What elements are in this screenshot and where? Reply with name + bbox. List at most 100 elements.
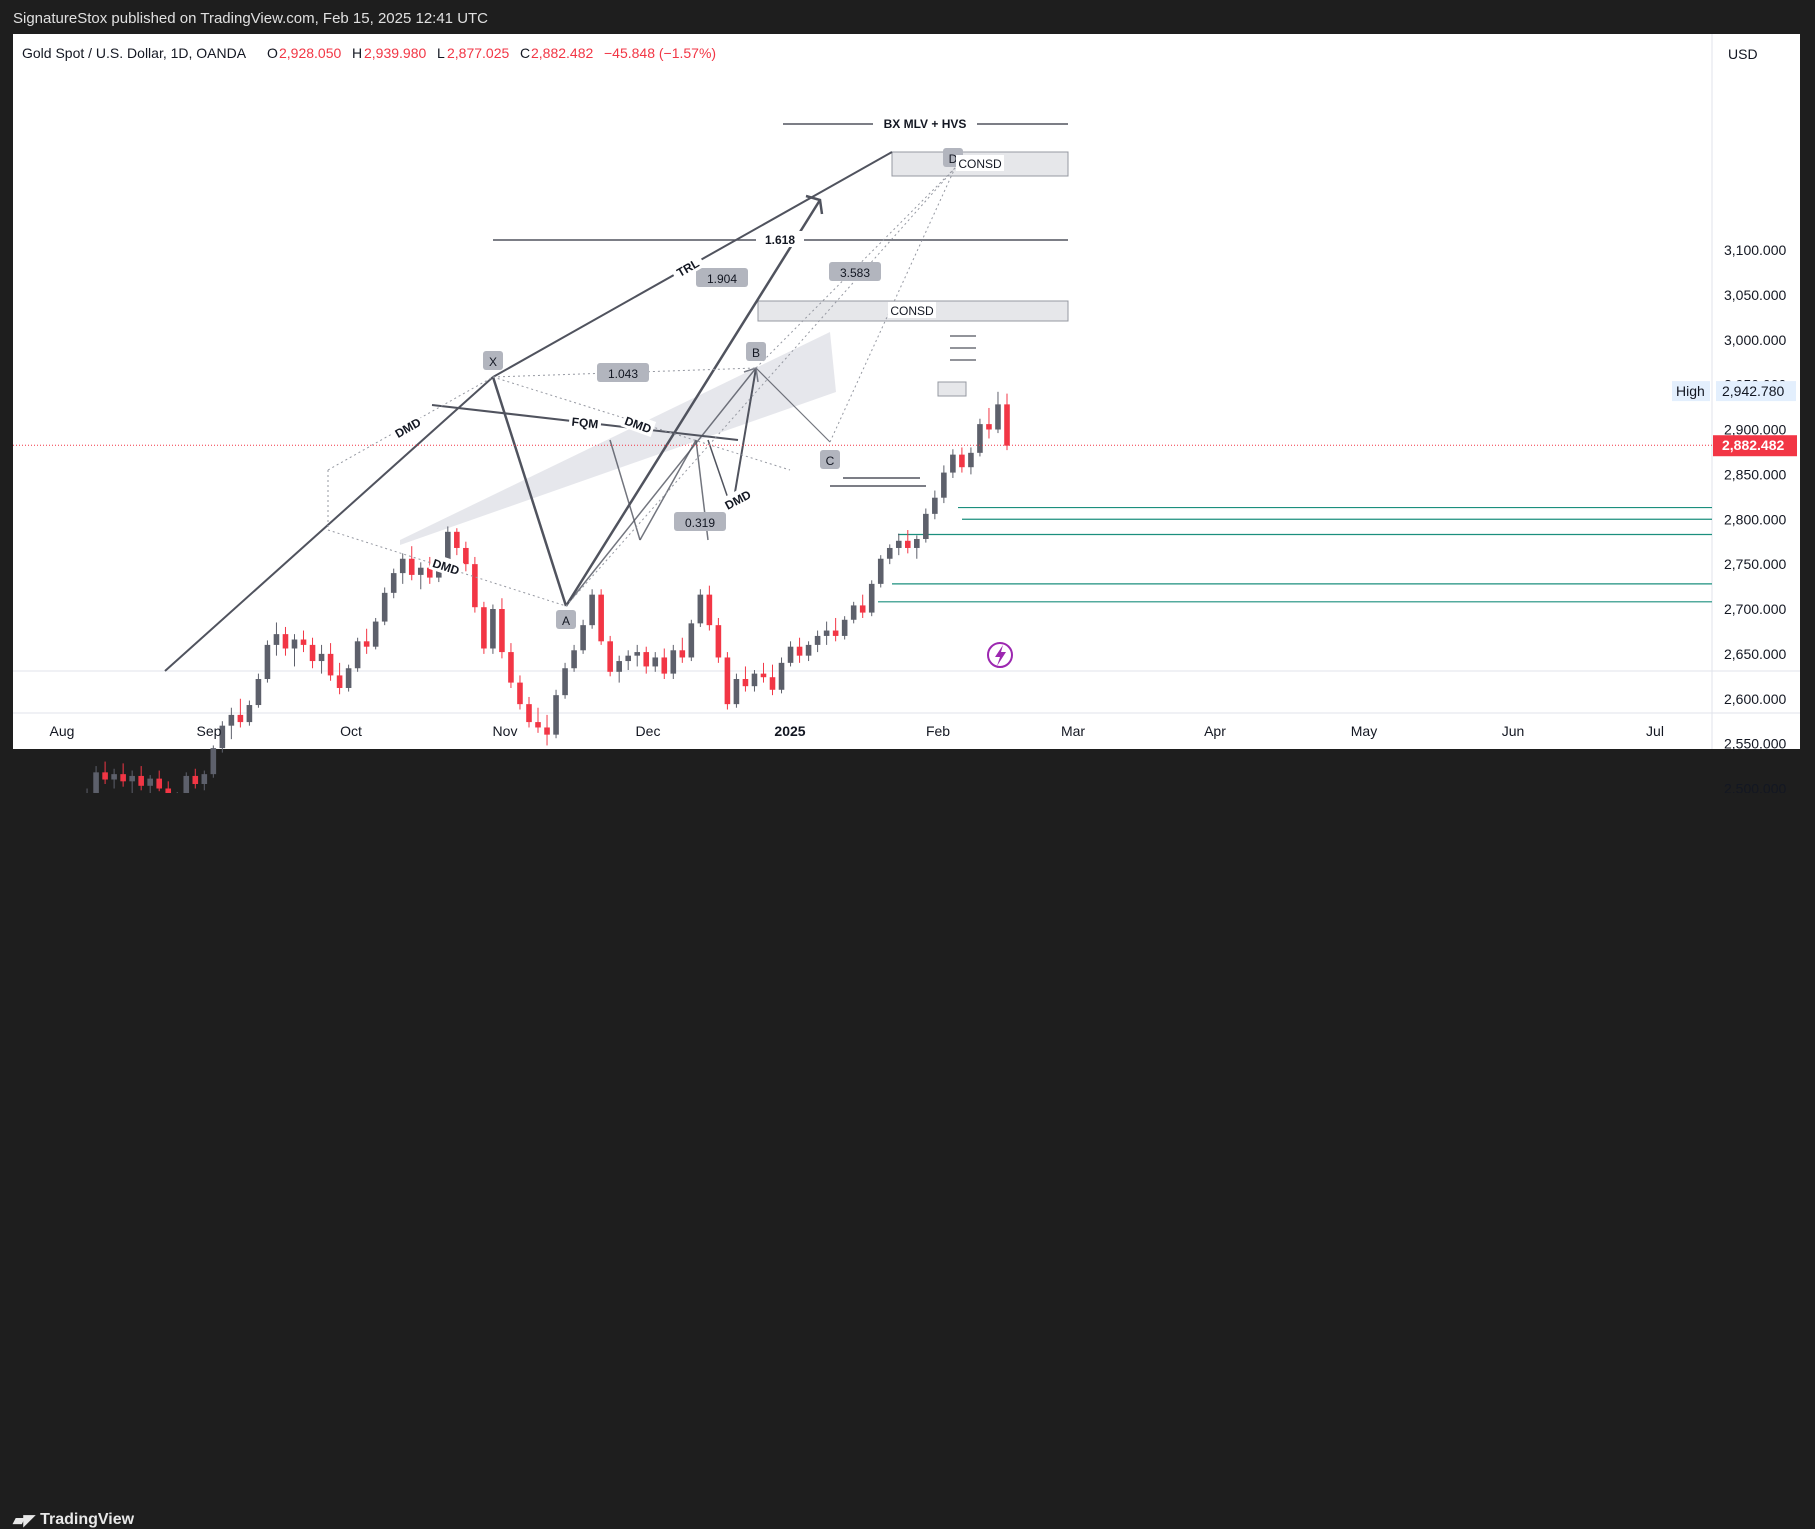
candle-body bbox=[454, 532, 460, 548]
candle-body bbox=[752, 674, 758, 687]
candle-body bbox=[932, 498, 938, 514]
last-price-value: 2,882.482 bbox=[1722, 437, 1784, 453]
candle-body bbox=[806, 645, 812, 656]
footer-bar: ▰◤ TradingView bbox=[0, 749, 1815, 793]
candle-body bbox=[896, 541, 902, 548]
candle-body bbox=[418, 568, 424, 575]
candle-body bbox=[652, 657, 658, 666]
candle-body bbox=[824, 631, 830, 636]
price-axis: 3,100.0003,050.0003,000.0002,950.0002,90… bbox=[13, 242, 1797, 793]
candle-body bbox=[625, 656, 631, 661]
candle-body bbox=[472, 564, 478, 607]
legend-low-value: 2,877.025 bbox=[447, 45, 509, 61]
candle-body bbox=[319, 654, 325, 661]
point-a-label: A bbox=[562, 614, 570, 628]
price-tick-label: 2,900.000 bbox=[1724, 422, 1786, 438]
price-tick-label: 3,050.000 bbox=[1724, 287, 1786, 303]
candle-body bbox=[490, 609, 496, 648]
candle-body bbox=[959, 455, 965, 468]
support-levels bbox=[878, 508, 1712, 602]
candle-body bbox=[229, 715, 235, 726]
candle-body bbox=[337, 675, 343, 688]
tradingview-logo-icon: ▰◤ bbox=[13, 1511, 34, 1529]
candle-body bbox=[734, 679, 740, 704]
fqm-label: FQM bbox=[571, 415, 599, 432]
candle-body bbox=[310, 645, 316, 661]
candle-body bbox=[707, 595, 713, 626]
time-tick-label: Oct bbox=[340, 723, 362, 739]
point-b-label: B bbox=[752, 346, 760, 360]
candle-body bbox=[517, 683, 523, 705]
legend-open-label: O bbox=[267, 45, 278, 61]
candle-body bbox=[598, 595, 604, 642]
flash-icon[interactable] bbox=[988, 643, 1012, 667]
legend-close-value: 2,882.482 bbox=[531, 45, 593, 61]
candle-body bbox=[680, 650, 686, 657]
tradingview-logo[interactable]: ▰◤ TradingView bbox=[13, 1511, 134, 1529]
bx-mlv-hvs-label: BX MLV + HVS bbox=[884, 117, 967, 131]
candle-body bbox=[986, 424, 992, 429]
candle-body bbox=[292, 640, 298, 649]
candle-body bbox=[463, 548, 469, 564]
candle-body bbox=[499, 609, 505, 652]
candle-body bbox=[346, 668, 352, 688]
time-tick-label: Aug bbox=[50, 723, 75, 739]
candle-body bbox=[643, 652, 649, 666]
price-tick-label: 2,700.000 bbox=[1724, 601, 1786, 617]
legend-close-label: C bbox=[520, 45, 530, 61]
candle-body bbox=[364, 641, 370, 646]
price-tick-label: 2,650.000 bbox=[1724, 646, 1786, 662]
candle-body bbox=[535, 722, 541, 727]
ratio-0319: 0.319 bbox=[685, 516, 715, 530]
time-tick-label: Jul bbox=[1646, 723, 1664, 739]
candle-body bbox=[670, 650, 676, 673]
price-tick-label: 2,750.000 bbox=[1724, 556, 1786, 572]
candle-body bbox=[526, 704, 532, 722]
price-chart[interactable]: Gold Spot / U.S. Dollar, 1D, OANDA O 2,9… bbox=[0, 0, 1815, 793]
candle-body bbox=[544, 727, 550, 734]
candle-body bbox=[355, 641, 361, 668]
candle-body bbox=[905, 541, 911, 548]
candle-body bbox=[562, 668, 568, 695]
candle-body bbox=[580, 625, 586, 650]
legend-open-value: 2,928.050 bbox=[279, 45, 341, 61]
candle-body bbox=[995, 404, 1001, 429]
candle-body bbox=[265, 645, 271, 679]
candle-body bbox=[607, 641, 613, 672]
time-tick-label: 2025 bbox=[774, 723, 805, 739]
time-tick-label: Mar bbox=[1061, 723, 1085, 739]
candle-body bbox=[743, 679, 749, 686]
candle-body bbox=[887, 548, 893, 559]
point-x-label: X bbox=[489, 355, 497, 369]
candle-body bbox=[941, 473, 947, 498]
candle-body bbox=[689, 623, 695, 657]
price-tick-label: 2,800.000 bbox=[1724, 511, 1786, 527]
candle-body bbox=[950, 455, 956, 473]
high-label: High bbox=[1676, 383, 1705, 399]
candle-body bbox=[247, 705, 253, 722]
candle-body bbox=[481, 607, 487, 648]
currency-label: USD bbox=[1728, 46, 1758, 62]
candle-body bbox=[851, 605, 857, 619]
currency-selector[interactable]: USD bbox=[1715, 40, 1795, 68]
candle-body bbox=[238, 715, 244, 722]
candle-body bbox=[400, 559, 406, 573]
dmd-label-2: DMD bbox=[431, 556, 462, 578]
candle-body bbox=[256, 679, 262, 705]
symbol-legend: Gold Spot / U.S. Dollar, 1D, OANDA O 2,9… bbox=[22, 45, 716, 61]
candle-body bbox=[725, 657, 731, 704]
price-tick-label: 3,000.000 bbox=[1724, 332, 1786, 348]
legend-high-value: 2,939.980 bbox=[364, 45, 426, 61]
price-tick-label: 2,850.000 bbox=[1724, 466, 1786, 482]
ratio-1904: 1.904 bbox=[707, 272, 737, 286]
time-tick-label: Jun bbox=[1502, 723, 1525, 739]
tradingview-brand-text: TradingView bbox=[40, 1511, 134, 1529]
candle-body bbox=[274, 634, 280, 645]
candle-body bbox=[968, 453, 974, 467]
candle-body bbox=[373, 622, 379, 647]
candle-body bbox=[779, 663, 785, 690]
candle-body bbox=[391, 573, 397, 593]
candle-body bbox=[698, 595, 704, 624]
